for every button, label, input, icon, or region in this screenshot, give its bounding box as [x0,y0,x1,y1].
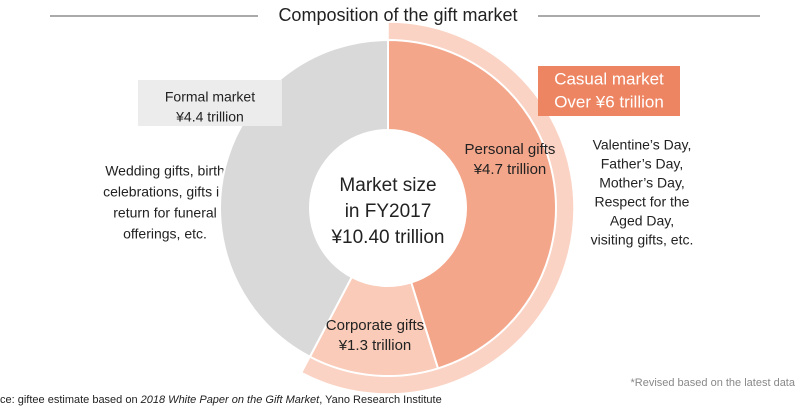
center-label: in FY2017 [345,201,432,222]
slice-label: Formal market [165,89,255,105]
slice-label: Corporate gifts [326,317,424,334]
formal-note: offerings, etc. [123,226,207,242]
personal-note: Respect for the [595,194,690,210]
slice-value-label: ¥4.7 trillion [473,161,547,178]
center-label: Market size [339,175,436,196]
label-box [138,80,282,126]
personal-note: Father’s Day, [601,156,683,172]
slice-value-label: ¥1.3 trillion [338,337,412,354]
source: ce: giftee estimate based on 2018 White … [0,394,442,406]
formal-note: return for funeral [113,205,217,221]
personal-note: visiting gifts, etc. [591,232,694,248]
source-text: , Yano Research Institute [319,394,442,406]
group-label-box [538,66,680,116]
source-title: 2018 White Paper on the Gift Market [140,394,320,406]
group-label: Over ¥6 trillion [554,92,664,111]
source-text: ce: giftee estimate based on [0,394,141,406]
formal-note: Wedding gifts, birth [105,163,225,179]
donut-slice [387,38,557,370]
footnote: *Revised based on the latest data [630,377,795,389]
personal-note: Valentine’s Day, [593,137,692,153]
group-label: Casual market [554,69,664,88]
center-label: ¥10.40 trillion [330,227,444,248]
chart-title: Composition of the gift market [278,5,517,25]
slice-value-label: ¥4.4 trillion [175,109,244,125]
personal-note: Aged Day, [610,213,674,229]
formal-note: celebrations, gifts in [103,184,227,200]
slice-label: Personal gifts [465,141,556,158]
personal-note: Mother’s Day, [599,175,685,191]
